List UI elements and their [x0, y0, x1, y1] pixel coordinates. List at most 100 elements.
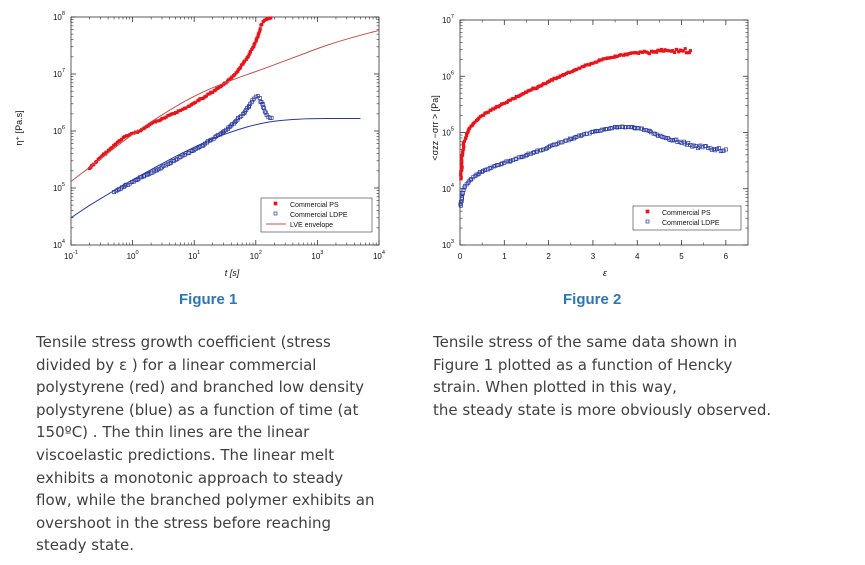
- data-point: [104, 152, 108, 156]
- data-point: [466, 131, 470, 135]
- data-point: [459, 159, 464, 163]
- data-point: [230, 122, 235, 127]
- data-point: [599, 127, 604, 132]
- data-point: [144, 172, 149, 177]
- y-tick-label: 104: [53, 239, 65, 250]
- data-point: [198, 97, 202, 101]
- data-point: [189, 149, 194, 154]
- y-tick-label: 105: [53, 182, 65, 193]
- data-point: [531, 150, 536, 155]
- caption-line: polystyrene (blue) as a function of time…: [36, 400, 359, 419]
- data-point: [579, 133, 584, 138]
- data-point: [461, 152, 465, 156]
- data-point: [162, 116, 166, 120]
- data-point: [238, 65, 242, 70]
- data-point: [244, 57, 248, 62]
- data-point: [531, 86, 535, 90]
- data-point: [211, 90, 215, 94]
- data-point: [633, 50, 637, 55]
- data-point: [611, 55, 615, 60]
- data-point: [558, 74, 562, 78]
- data-point: [459, 170, 463, 174]
- data-point: [459, 172, 463, 176]
- y-tick-label: 106: [53, 125, 65, 136]
- y-tick-label: 105: [442, 127, 454, 138]
- data-point: [221, 129, 226, 134]
- data-point: [656, 133, 661, 138]
- data-point: [489, 165, 494, 170]
- x-tick-label: 6: [724, 252, 729, 261]
- data-point: [504, 159, 509, 164]
- data-point: [460, 162, 464, 166]
- data-point: [541, 82, 546, 86]
- data-point: [641, 128, 646, 132]
- data-point: [258, 29, 262, 33]
- data-point: [609, 55, 613, 60]
- data-point: [578, 66, 582, 70]
- data-point: [527, 88, 531, 93]
- data-point: [459, 176, 463, 180]
- data-point: [647, 129, 652, 134]
- data-point: [593, 129, 598, 134]
- data-point: [508, 98, 512, 102]
- data-point: [261, 105, 266, 110]
- y-tick-label: 103: [442, 239, 454, 250]
- data-point: [644, 50, 648, 54]
- data-point: [679, 49, 684, 53]
- data-point: [541, 147, 545, 152]
- data-point: [623, 52, 627, 56]
- data-point: [462, 139, 467, 143]
- data-point: [524, 90, 528, 94]
- data-point: [248, 49, 253, 54]
- caption-line: viscoelastic predictions. The linear mel…: [36, 445, 335, 464]
- data-point: [624, 125, 628, 130]
- data-point: [206, 92, 210, 96]
- x-tick-label: 4: [635, 252, 640, 261]
- y-axis-label: η⁺ [Pa.s]: [14, 110, 24, 145]
- data-point: [668, 138, 673, 143]
- data-point: [615, 125, 620, 130]
- x-tick-label: 0: [458, 252, 463, 261]
- data-point: [495, 104, 499, 109]
- data-point: [638, 50, 642, 54]
- data-point: [640, 50, 645, 54]
- data-point: [461, 188, 466, 192]
- data-point: [478, 115, 482, 119]
- data-point: [619, 53, 623, 57]
- data-point: [723, 147, 728, 152]
- data-point: [489, 108, 493, 112]
- x-tick-label: 1: [502, 252, 507, 261]
- data-point: [459, 167, 464, 171]
- legend-label: LVE envelope: [290, 222, 333, 229]
- y-tick-label: 108: [53, 11, 65, 22]
- data-point: [461, 150, 465, 154]
- legend-marker: [645, 219, 650, 224]
- data-point: [573, 135, 578, 140]
- data-point: [136, 129, 140, 133]
- data-point: [655, 50, 659, 54]
- data-point: [153, 120, 157, 124]
- data-point: [150, 121, 154, 125]
- data-point: [604, 127, 609, 132]
- data-point: [589, 61, 593, 66]
- data-point: [129, 131, 134, 136]
- data-point: [502, 160, 507, 165]
- data-point: [564, 138, 569, 143]
- data-point: [591, 61, 595, 65]
- data-point: [470, 123, 475, 127]
- legend-label: Commercial LDPE: [290, 212, 348, 219]
- data-point: [468, 126, 472, 130]
- data-point: [204, 94, 208, 98]
- data-point: [128, 133, 132, 137]
- caption-line: Figure 1 plotted as a function of Hencky: [433, 355, 733, 374]
- data-point: [228, 124, 233, 129]
- legend-marker: [645, 209, 650, 214]
- data-point: [580, 65, 584, 69]
- data-point: [691, 143, 696, 148]
- legend-label: Commercial PS: [662, 210, 711, 217]
- data-point: [135, 177, 140, 182]
- data-point: [610, 126, 615, 131]
- data-point: [461, 144, 466, 148]
- data-point: [500, 161, 505, 166]
- data-point: [508, 158, 513, 163]
